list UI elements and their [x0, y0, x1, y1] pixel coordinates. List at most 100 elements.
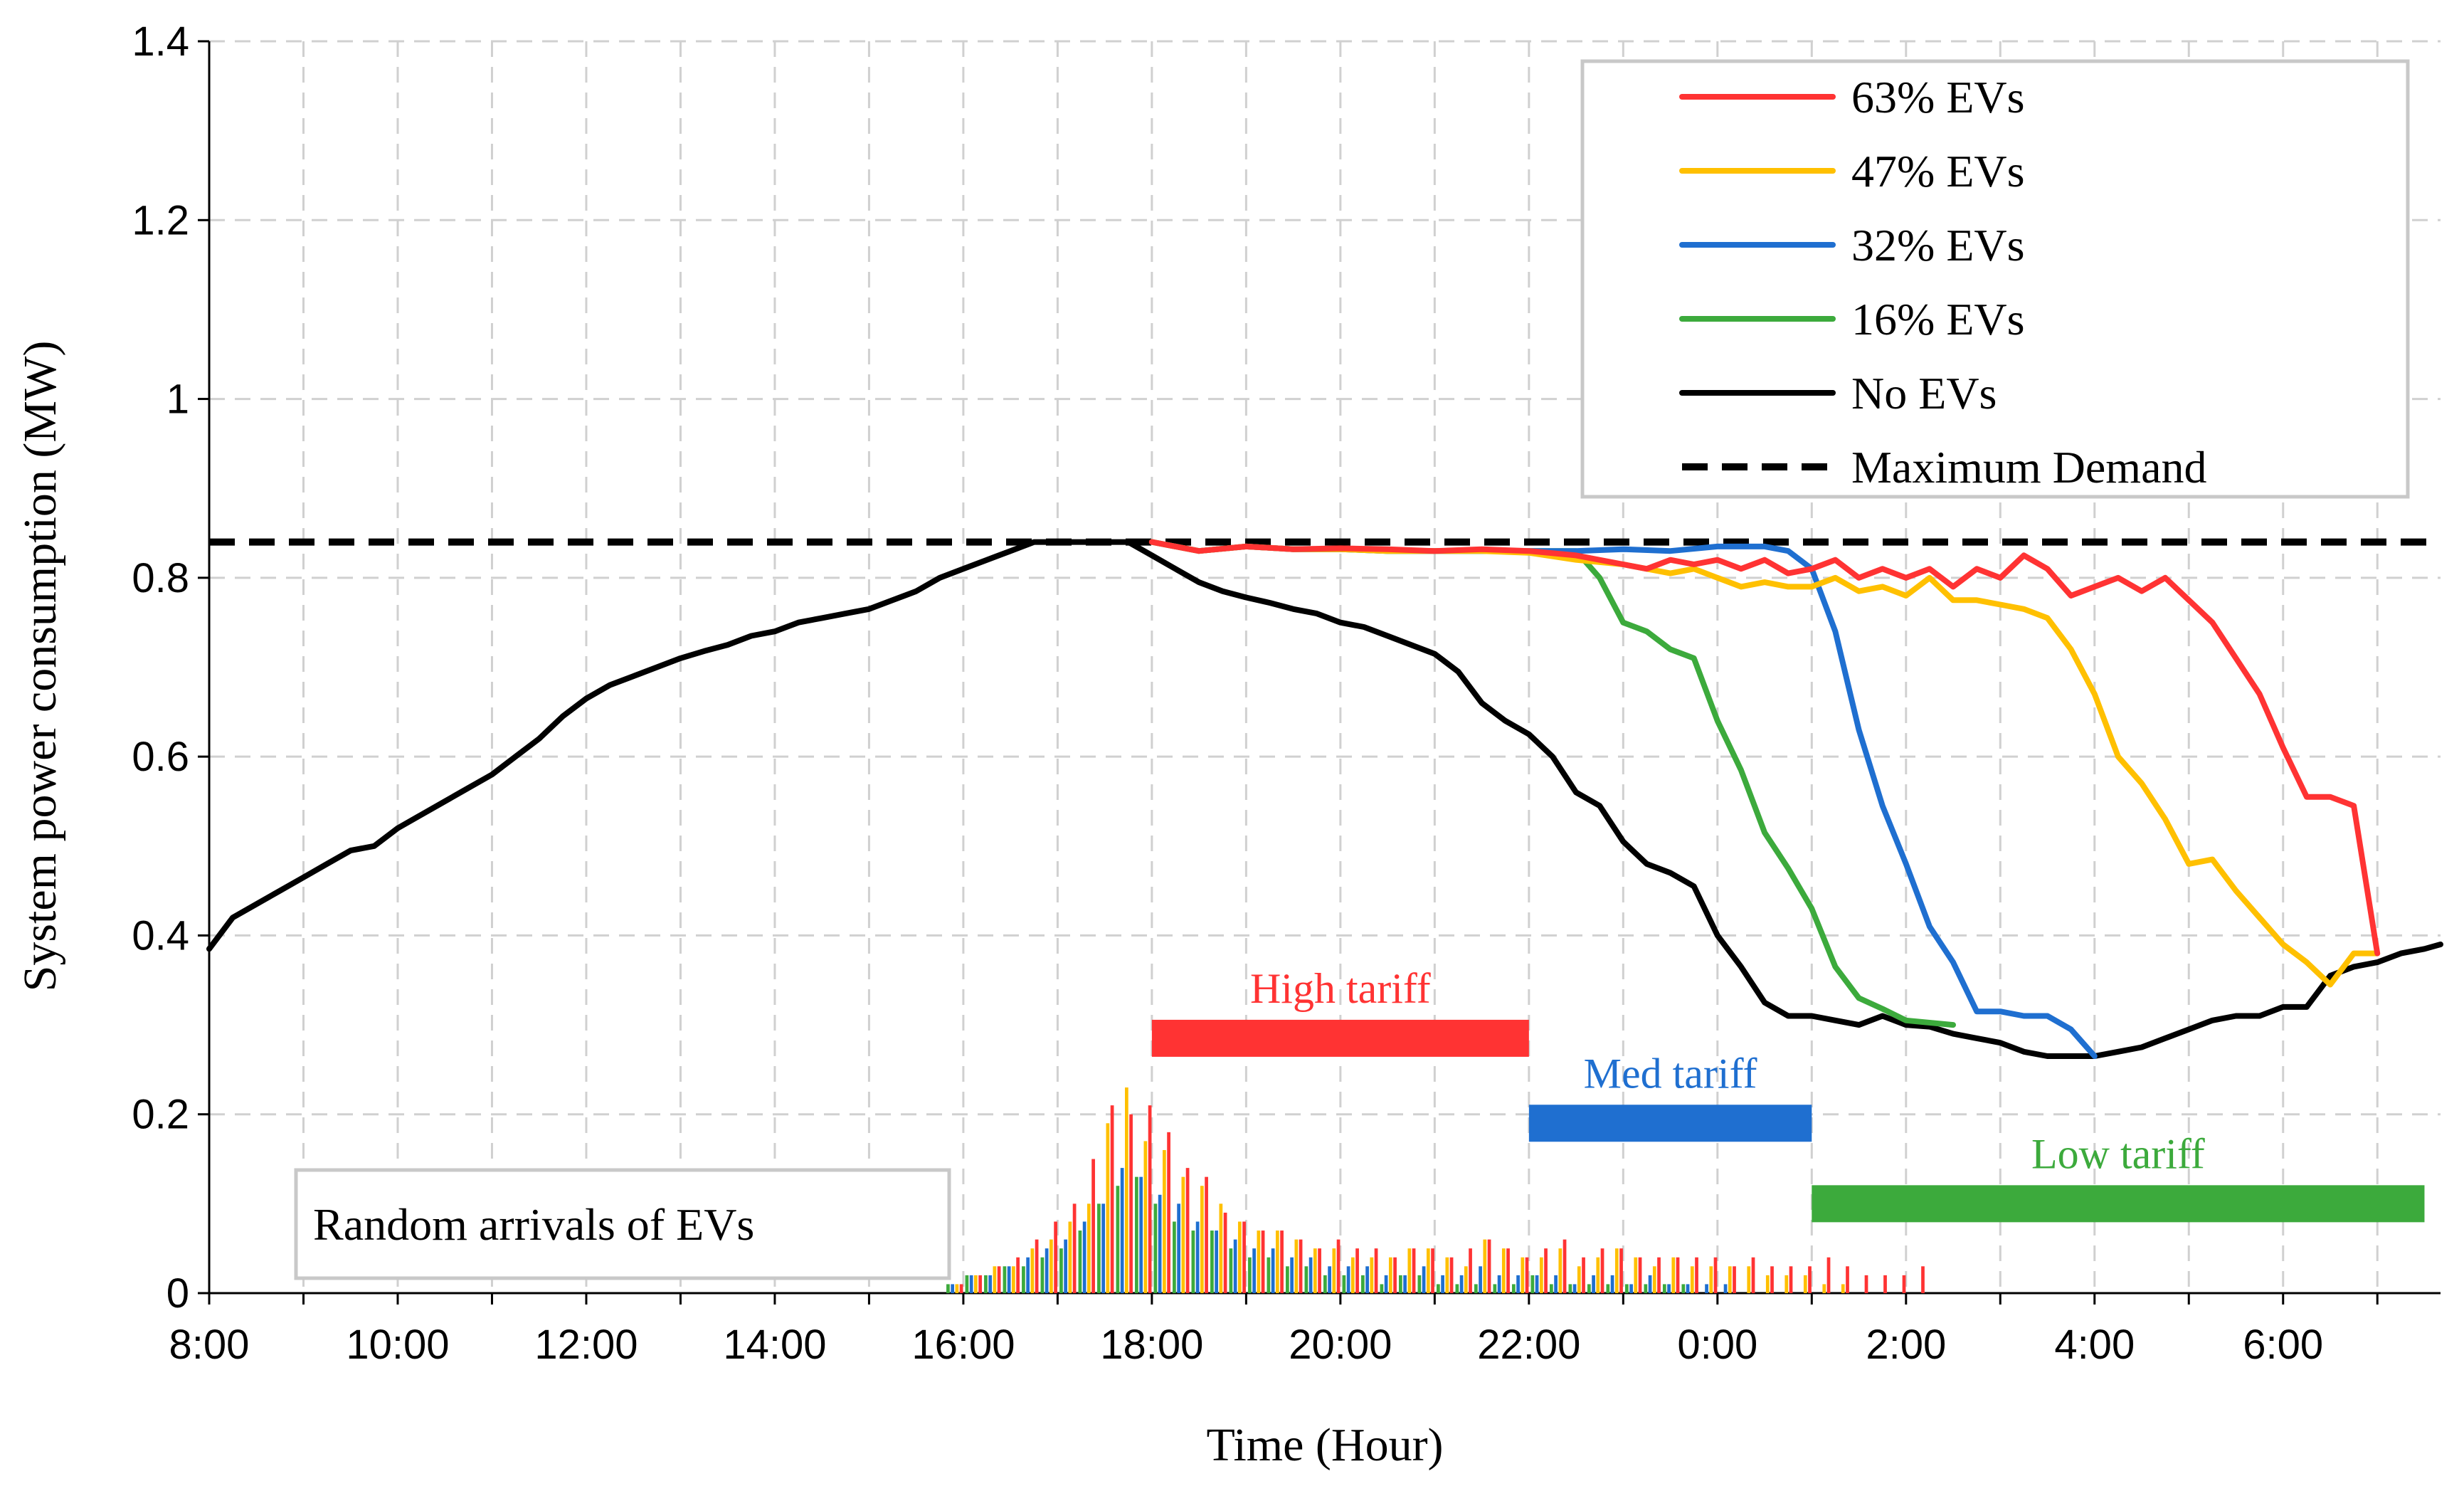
arrival-bar — [1544, 1248, 1548, 1293]
arrival-bar — [1826, 1257, 1831, 1293]
arrival-bar — [1449, 1257, 1454, 1293]
arrival-bar — [1723, 1284, 1728, 1293]
arrival-bars — [946, 1087, 1925, 1293]
arrival-bar — [1242, 1221, 1246, 1293]
y-axis-ticks: 0 0.2 0.4 0.6 0.8 1 1.2 1.4 — [132, 19, 209, 1317]
arrival-bar — [1644, 1284, 1648, 1293]
y-tick-label: 0.2 — [132, 1092, 189, 1138]
arrival-bar — [1493, 1284, 1497, 1293]
y-tick-label: 0.4 — [132, 912, 189, 959]
legend-label-63-evs: 63% EVs — [1851, 72, 2025, 122]
x-tick-label: 6:00 — [2243, 1322, 2323, 1368]
arrival-bar — [1129, 1114, 1133, 1293]
arrival-bar — [1153, 1203, 1158, 1293]
arrival-bar — [1323, 1275, 1327, 1293]
arrival-bar — [1380, 1284, 1384, 1293]
arrival-bar — [1035, 1239, 1039, 1293]
arrival-bar — [1417, 1275, 1422, 1293]
arrival-bar — [1511, 1284, 1516, 1293]
high-tariff-label: High tariff — [1250, 965, 1431, 1012]
low-tariff-label: Low tariff — [2031, 1130, 2205, 1177]
arrival-bar — [1374, 1248, 1378, 1293]
arrival-bar — [1143, 1141, 1148, 1293]
arrival-bar — [1662, 1284, 1666, 1293]
arrival-bar — [1350, 1257, 1355, 1293]
legend: 63% EVs 47% EVs 32% EVs 16% EVs No EVs Maximu… — [1580, 59, 2410, 499]
arrival-bar — [1403, 1275, 1407, 1293]
arrival-bar — [955, 1284, 959, 1293]
arrival-bar — [1210, 1231, 1214, 1293]
arrival-bar — [1328, 1266, 1331, 1293]
arrival-bar — [946, 1284, 950, 1293]
arrival-bar — [1162, 1149, 1166, 1293]
arrival-bar — [1191, 1231, 1195, 1293]
arrival-bar — [1422, 1266, 1426, 1293]
arrivals-label: Random arrivals of EVs — [313, 1199, 754, 1250]
x-tick-label: 18:00 — [1100, 1322, 1203, 1368]
arrival-bar — [1770, 1266, 1774, 1293]
arrival-bar — [1705, 1284, 1708, 1293]
arrival-bar — [1474, 1284, 1478, 1293]
arrival-bar — [1007, 1266, 1011, 1293]
x-tick-label: 0:00 — [1677, 1322, 1757, 1368]
x-tick-label: 22:00 — [1477, 1322, 1580, 1368]
arrival-bar — [1388, 1257, 1392, 1293]
arrival-bar — [1606, 1284, 1610, 1293]
arrival-bar — [1445, 1257, 1449, 1293]
series-lines — [206, 538, 2443, 1059]
arrival-bar — [1257, 1231, 1261, 1293]
legend-frame — [1580, 59, 2410, 499]
arrival-bar — [1846, 1266, 1849, 1293]
arrival-bar — [1106, 1123, 1110, 1293]
arrival-bar — [1525, 1257, 1529, 1293]
arrival-bar — [984, 1275, 988, 1293]
arrival-bar — [1629, 1284, 1633, 1293]
legend-label-maximum-demand: Maximum Demand — [1851, 442, 2206, 492]
arrivals-annotation: Random arrivals of EVs — [294, 1168, 951, 1280]
arrival-bar — [951, 1284, 955, 1293]
arrival-bar — [1308, 1257, 1313, 1293]
arrival-bar — [1506, 1248, 1510, 1293]
med-tariff-bar — [1528, 1105, 1812, 1142]
arrival-bar — [1596, 1257, 1600, 1293]
x-tick-label: 2:00 — [1866, 1322, 1946, 1368]
arrival-bar — [1469, 1248, 1472, 1293]
x-tick-label: 8:00 — [169, 1322, 250, 1368]
arrival-bar — [1535, 1275, 1539, 1293]
arrival-bar — [1619, 1248, 1623, 1293]
arrival-bar — [1148, 1105, 1152, 1293]
arrival-bar — [1652, 1266, 1656, 1293]
arrival-bar — [1568, 1284, 1572, 1293]
x-axis-ticks: 8:00 10:00 12:00 14:00 16:00 18:00 20:00 22:00 0… — [169, 1293, 2379, 1368]
arrival-bar — [1638, 1257, 1642, 1293]
arrival-bar — [978, 1275, 982, 1293]
arrival-bar — [1733, 1266, 1736, 1293]
arrival-bar — [1059, 1248, 1063, 1293]
arrival-bar — [1436, 1284, 1440, 1293]
arrival-bar — [1431, 1248, 1434, 1293]
arrival-bar — [1003, 1266, 1007, 1293]
arrival-bar — [1237, 1221, 1242, 1293]
arrival-bar — [1101, 1203, 1106, 1293]
arrival-bar — [1667, 1284, 1671, 1293]
series-line-16-evs — [1148, 539, 1956, 1028]
arrival-bar — [1026, 1257, 1030, 1293]
arrivals-box-frame — [294, 1168, 951, 1280]
arrival-bar — [1355, 1248, 1359, 1293]
arrival-bar — [1634, 1257, 1638, 1293]
arrival-bar — [1205, 1176, 1208, 1293]
arrival-bar — [1022, 1266, 1025, 1293]
arrival-bar — [1082, 1221, 1086, 1293]
arrival-bar — [965, 1275, 969, 1293]
arrival-bar — [1399, 1275, 1402, 1293]
arrival-bar — [1280, 1231, 1284, 1293]
arrival-bar — [1286, 1266, 1289, 1293]
arrival-bar — [1709, 1266, 1713, 1293]
x-tick-label: 16:00 — [911, 1322, 1015, 1368]
arrival-bar — [1346, 1266, 1350, 1293]
arrival-bar — [1064, 1239, 1068, 1293]
arrival-bar — [1695, 1257, 1698, 1293]
arrival-bar — [1521, 1257, 1525, 1293]
arrival-bar — [1558, 1248, 1563, 1293]
arrival-bar — [1614, 1248, 1619, 1293]
